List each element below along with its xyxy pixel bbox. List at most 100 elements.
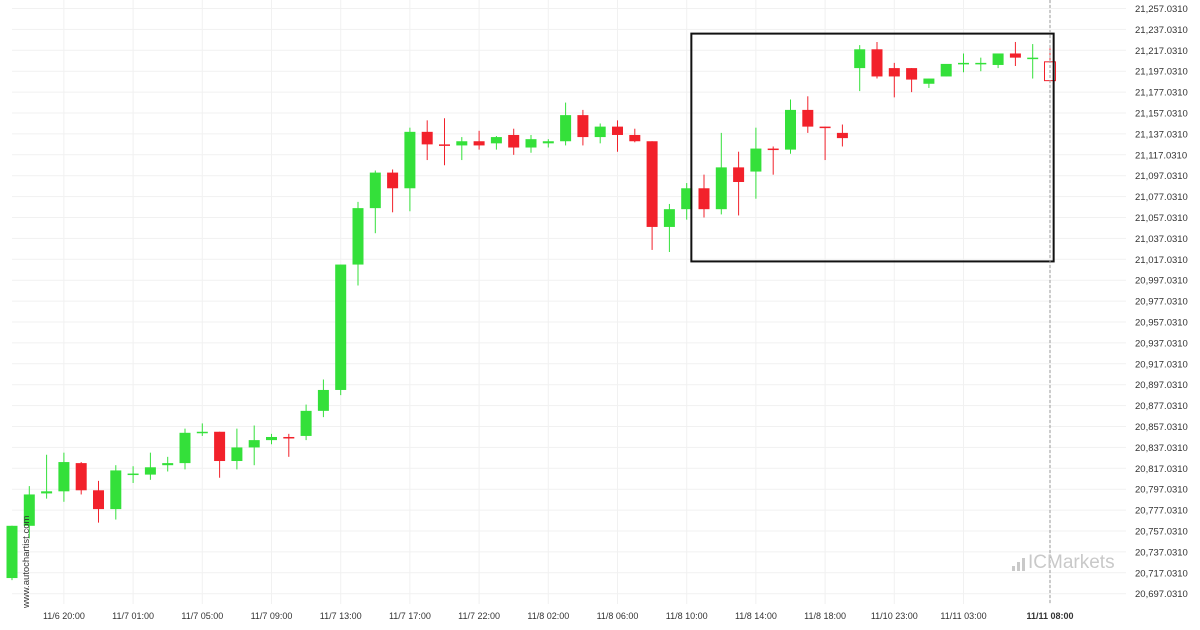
y-tick-label: 21,197.0310 [1135, 67, 1188, 78]
candles [6, 41, 1056, 581]
candle-body [871, 49, 883, 77]
grid-lines [12, 0, 1126, 604]
candle-body [819, 126, 831, 129]
candle-body [785, 109, 796, 150]
x-tick-label: 11/7 01:00 [112, 611, 154, 621]
candle-body [733, 167, 745, 183]
y-tick-label: 20,857.0310 [1135, 422, 1188, 433]
y-tick-label: 21,177.0310 [1135, 88, 1188, 99]
candle-body [490, 137, 502, 144]
y-tick-label: 21,017.0310 [1135, 255, 1188, 266]
candle-body [162, 463, 174, 466]
y-tick-label: 20,697.0310 [1135, 589, 1188, 600]
candle-body [802, 109, 814, 127]
candle-body [23, 494, 35, 526]
candle-body [958, 62, 969, 65]
y-tick-label: 20,937.0310 [1135, 338, 1188, 349]
candle-body [525, 139, 537, 148]
y-tick-label: 21,217.0310 [1135, 46, 1188, 57]
y-tick-label: 20,737.0310 [1135, 547, 1188, 558]
y-tick-label: 21,097.0310 [1135, 171, 1188, 182]
candle-body [542, 141, 554, 144]
y-tick-label: 21,157.0310 [1135, 109, 1188, 120]
broker-logo: ICMarkets [1012, 552, 1115, 574]
candle-body [369, 172, 381, 209]
watermark-url: www.autochartist.com [21, 515, 32, 608]
candle-body [6, 525, 18, 579]
y-tick-label: 20,717.0310 [1135, 568, 1188, 579]
candle-body [698, 188, 710, 210]
candle-body [473, 141, 485, 146]
overlays [690, 0, 1055, 604]
pattern-highlight-box [690, 32, 1055, 263]
y-tick-label: 20,797.0310 [1135, 485, 1188, 496]
y-tick-label: 20,917.0310 [1135, 359, 1188, 370]
bar-chart-logo-icon [1012, 555, 1025, 571]
candle-body [214, 431, 226, 462]
candle-body [854, 49, 866, 69]
y-tick-label: 20,817.0310 [1135, 464, 1188, 475]
candle-body [508, 134, 520, 148]
y-tick-label: 21,117.0310 [1135, 150, 1187, 161]
candle-body [681, 188, 693, 210]
candle-body [750, 148, 762, 172]
x-tick-label: 11/11 03:00 [940, 611, 986, 621]
candle-body [283, 436, 295, 439]
candle-body [75, 463, 87, 491]
candle-body [58, 462, 70, 492]
candle-body [975, 62, 987, 65]
candle-body [836, 132, 848, 139]
x-tick-label: 11/7 13:00 [320, 611, 362, 621]
y-tick-label: 21,037.0310 [1135, 234, 1188, 245]
broker-logo-text: ICMarkets [1028, 552, 1115, 573]
x-tick-label: 11/8 02:00 [527, 611, 569, 621]
candle-body [1009, 53, 1021, 58]
y-tick-label: 20,957.0310 [1135, 318, 1188, 329]
x-axis: 11/6 20:00 11/7 01:00 11/7 05:00 11/7 09:00… [43, 611, 1074, 621]
candle-body [404, 131, 416, 189]
candle-body [456, 141, 468, 146]
y-tick-label: 21,257.0310 [1135, 4, 1188, 15]
candle-body [266, 436, 277, 441]
x-tick-label: 11/6 20:00 [43, 611, 85, 621]
candle-body [923, 78, 935, 84]
candle-body [439, 144, 450, 146]
y-tick-label: 20,897.0310 [1135, 380, 1188, 391]
x-tick-label: 11/7 17:00 [389, 611, 431, 621]
candle-body [888, 68, 900, 77]
candle-body [127, 473, 139, 476]
candle-body [93, 490, 104, 510]
candle-body [560, 115, 572, 142]
x-tick-label: 11/8 06:00 [597, 611, 639, 621]
y-tick-label: 20,777.0310 [1135, 506, 1188, 517]
candle-body [612, 126, 623, 135]
candle-body [144, 467, 156, 475]
candle-body [767, 148, 779, 151]
y-tick-label: 20,997.0310 [1135, 276, 1188, 287]
candle-body [41, 491, 53, 494]
candle-body [352, 208, 364, 265]
x-tick-label: 11/7 22:00 [458, 611, 500, 621]
candle-body [421, 131, 433, 145]
candle-body [248, 440, 260, 448]
candle-body [577, 115, 589, 138]
x-tick-label: 11/10 23:00 [871, 611, 918, 621]
candle-body [300, 410, 312, 436]
y-tick-label: 21,137.0310 [1135, 129, 1188, 140]
candle-body [179, 432, 191, 464]
y-axis: 21,257.0310 21,237.0310 21,217.0310 21,197.… [1135, 4, 1188, 600]
candle-body [594, 126, 606, 138]
candle-body [663, 209, 675, 227]
y-tick-label: 21,237.0310 [1135, 25, 1188, 36]
candle-body [906, 68, 918, 80]
candle-body [992, 53, 1004, 65]
candle-body [715, 167, 727, 210]
candle-body [196, 431, 208, 434]
y-tick-label: 20,977.0310 [1135, 297, 1188, 308]
x-tick-label: 11/7 05:00 [181, 611, 223, 621]
candle-body [629, 134, 641, 142]
candle-body [1027, 57, 1039, 60]
candle-body [646, 141, 658, 227]
x-tick-label: 11/8 14:00 [735, 611, 777, 621]
